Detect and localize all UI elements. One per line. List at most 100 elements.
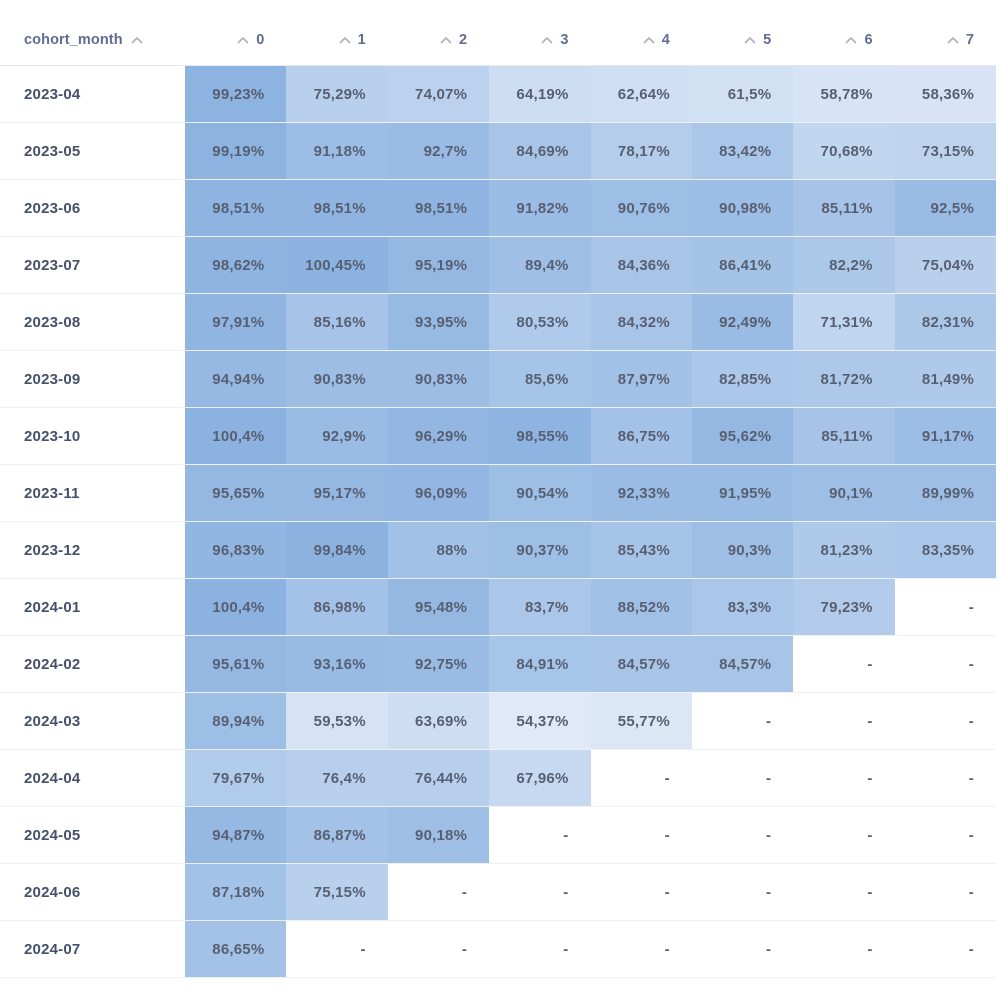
- heatmap-cell: 93,16%: [286, 636, 388, 692]
- column-header-5[interactable]: 5: [692, 14, 793, 65]
- heatmap-cell-empty: -: [590, 864, 692, 920]
- table-row: 2024-06 87,18% 75,15% - - - - - -: [0, 864, 996, 921]
- heatmap-cell: 90,83%: [286, 351, 388, 407]
- column-header-3[interactable]: 3: [489, 14, 590, 65]
- row-label-cohort-month: 2024-01: [0, 579, 185, 635]
- heatmap-cell: 81,49%: [894, 351, 996, 407]
- table-row: 2024-07 86,65% - - - - - - -: [0, 921, 996, 978]
- heatmap-cell: 75,29%: [286, 66, 388, 122]
- heatmap-cell: 85,43%: [590, 522, 692, 578]
- heatmap-cell: 88,52%: [590, 579, 692, 635]
- heatmap-cell: 93,95%: [387, 294, 490, 350]
- row-label-cohort-month: 2023-05: [0, 123, 185, 179]
- heatmap-cell-empty: -: [489, 864, 591, 920]
- table-row: 2023-08 97,91% 85,16% 93,95% 80,53% 84,32% 92,…: [0, 294, 996, 351]
- row-label-cohort-month: 2023-04: [0, 66, 185, 122]
- heatmap-cell: 64,19%: [489, 66, 591, 122]
- row-label-cohort-month: 2024-05: [0, 807, 185, 863]
- heatmap-cell: 85,16%: [286, 294, 388, 350]
- sort-caret-icon: [131, 36, 143, 44]
- heatmap-cell-empty: -: [793, 750, 895, 806]
- heatmap-cell: 96,29%: [387, 408, 490, 464]
- sort-caret-icon: [947, 36, 959, 44]
- heatmap-cell: 54,37%: [489, 693, 591, 749]
- heatmap-cell: 99,19%: [185, 123, 287, 179]
- table-row: 2024-03 89,94% 59,53% 63,69% 54,37% 55,77% - - -: [0, 693, 996, 750]
- row-label-cohort-month: 2024-06: [0, 864, 185, 920]
- heatmap-cell: 90,37%: [489, 522, 591, 578]
- column-header-label: 1: [357, 31, 366, 48]
- heatmap-cell: 55,77%: [590, 693, 692, 749]
- heatmap-cell: 94,87%: [185, 807, 287, 863]
- row-label-cohort-month: 2023-06: [0, 180, 185, 236]
- heatmap-cell: 84,69%: [489, 123, 591, 179]
- column-header-7[interactable]: 7: [895, 14, 996, 65]
- heatmap-cell-empty: -: [691, 921, 794, 977]
- column-header-label: 4: [661, 31, 670, 48]
- column-header-1[interactable]: 1: [286, 14, 387, 65]
- column-header-cohort-month[interactable]: cohort_month: [0, 14, 185, 65]
- table-row: 2023-09 94,94% 90,83% 90,83% 85,6% 87,97% 82,8…: [0, 351, 996, 408]
- column-header-label: 6: [864, 31, 873, 48]
- heatmap-cell-empty: -: [793, 864, 895, 920]
- heatmap-cell: 87,18%: [185, 864, 287, 920]
- sort-caret-icon: [237, 36, 249, 44]
- heatmap-cell: 84,36%: [590, 237, 692, 293]
- heatmap-cell: 83,35%: [894, 522, 996, 578]
- heatmap-cell: 95,17%: [286, 465, 388, 521]
- row-label-cohort-month: 2023-12: [0, 522, 185, 578]
- heatmap-cell: 63,69%: [387, 693, 490, 749]
- heatmap-cell: 100,45%: [286, 237, 388, 293]
- column-header-label: 0: [256, 31, 265, 48]
- heatmap-cell: 83,7%: [489, 579, 591, 635]
- row-label-cohort-month: 2024-02: [0, 636, 185, 692]
- heatmap-cell-empty: -: [590, 921, 692, 977]
- column-header-6[interactable]: 6: [793, 14, 894, 65]
- heatmap-cell: 83,3%: [691, 579, 794, 635]
- cohort-retention-table: cohort_month 0 1 2 3 4 5 6 7 2023-04 99,23% 75,29…: [0, 14, 996, 978]
- heatmap-cell-empty: -: [387, 921, 490, 977]
- row-label-cohort-month: 2023-10: [0, 408, 185, 464]
- heatmap-cell: 89,99%: [894, 465, 996, 521]
- column-header-label: 3: [560, 31, 569, 48]
- heatmap-cell: 92,33%: [590, 465, 692, 521]
- heatmap-cell: 80,53%: [489, 294, 591, 350]
- heatmap-cell: 89,4%: [489, 237, 591, 293]
- table-body: 2023-04 99,23% 75,29% 74,07% 64,19% 62,64% 61,…: [0, 66, 996, 978]
- heatmap-cell-empty: -: [691, 864, 794, 920]
- heatmap-cell-empty: -: [793, 921, 895, 977]
- heatmap-cell: 76,4%: [286, 750, 388, 806]
- heatmap-cell: 91,82%: [489, 180, 591, 236]
- heatmap-cell: 94,94%: [185, 351, 287, 407]
- heatmap-cell: 71,31%: [793, 294, 895, 350]
- column-header-0[interactable]: 0: [185, 14, 286, 65]
- row-label-cohort-month: 2024-03: [0, 693, 185, 749]
- heatmap-cell: 78,17%: [590, 123, 692, 179]
- column-header-label: 2: [458, 31, 468, 48]
- heatmap-cell-empty: -: [793, 807, 895, 863]
- heatmap-cell: 91,18%: [286, 123, 388, 179]
- heatmap-cell-empty: -: [691, 807, 794, 863]
- sort-caret-icon: [541, 36, 553, 44]
- heatmap-cell-empty: -: [793, 636, 895, 692]
- column-header-2[interactable]: 2: [388, 14, 489, 65]
- heatmap-cell: 90,1%: [793, 465, 895, 521]
- heatmap-cell: 98,55%: [489, 408, 591, 464]
- row-label-cohort-month: 2023-08: [0, 294, 185, 350]
- heatmap-cell: 95,65%: [185, 465, 287, 521]
- heatmap-cell-empty: -: [793, 693, 895, 749]
- heatmap-cell: 59,53%: [286, 693, 388, 749]
- heatmap-cell: 79,67%: [185, 750, 287, 806]
- table-row: 2024-01 100,4% 86,98% 95,48% 83,7% 88,52% 83,3…: [0, 579, 996, 636]
- column-header-label: 5: [763, 31, 772, 48]
- heatmap-cell: 98,51%: [286, 180, 388, 236]
- heatmap-cell: 86,87%: [286, 807, 388, 863]
- column-header-label: 7: [965, 31, 974, 48]
- heatmap-cell: 90,83%: [387, 351, 490, 407]
- heatmap-cell: 86,75%: [590, 408, 692, 464]
- column-header-label: cohort_month: [24, 31, 123, 48]
- heatmap-cell: 74,07%: [387, 66, 490, 122]
- row-label-cohort-month: 2023-09: [0, 351, 185, 407]
- column-header-4[interactable]: 4: [591, 14, 692, 65]
- heatmap-cell: 96,83%: [185, 522, 287, 578]
